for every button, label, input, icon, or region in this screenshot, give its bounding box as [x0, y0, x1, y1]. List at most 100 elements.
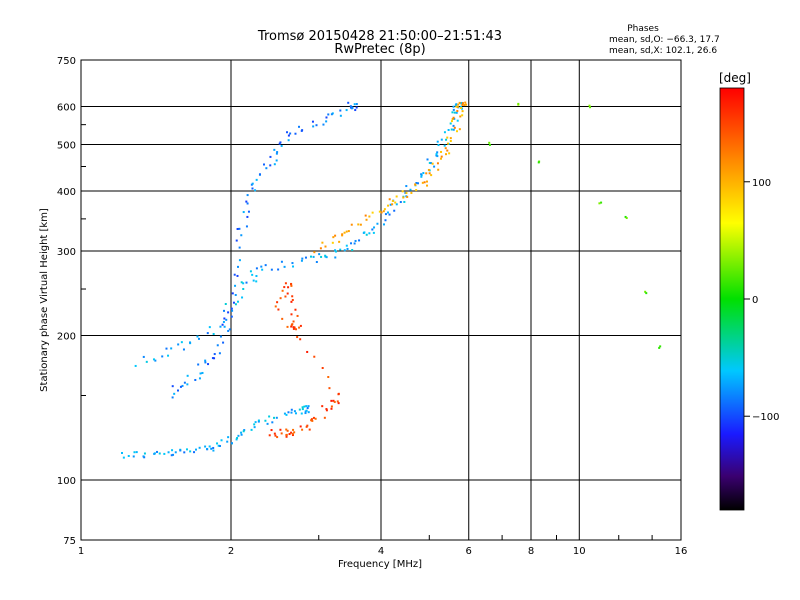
echo-point [420, 175, 423, 178]
echo-point [121, 451, 124, 454]
echo-point [460, 105, 463, 108]
echo-point [365, 233, 368, 236]
x-tick-label: 1 [78, 546, 84, 557]
echo-point [589, 106, 592, 109]
echo-point [588, 104, 591, 107]
echo-point [284, 282, 287, 285]
echo-point [179, 449, 182, 452]
echo-point [310, 255, 313, 258]
x-tick-label: 2 [228, 546, 234, 557]
echo-point [328, 387, 331, 390]
echo-point [211, 357, 214, 360]
echo-point [182, 348, 185, 351]
echo-point [201, 371, 204, 374]
echo-point [447, 142, 450, 145]
echo-point [142, 355, 145, 358]
echo-point [165, 347, 168, 350]
echo-point [600, 201, 603, 204]
echo-point [217, 444, 220, 447]
echo-point [255, 275, 258, 278]
echo-point [307, 405, 310, 408]
echo-point [288, 433, 291, 436]
echo-point [198, 377, 201, 380]
echo-point [275, 152, 278, 155]
echo-point [231, 309, 234, 312]
echo-point [298, 408, 301, 411]
echo-point [277, 308, 280, 311]
echo-point [291, 298, 294, 301]
colorbar-tick-label: −100 [752, 412, 779, 423]
echo-point [254, 189, 257, 192]
echo-point [447, 129, 450, 132]
echo-point [290, 431, 293, 434]
echo-point [290, 313, 293, 316]
echo-point [134, 364, 137, 367]
echo-point [455, 105, 458, 108]
echo-point [368, 215, 371, 218]
echo-point [240, 281, 243, 284]
echo-point [430, 162, 433, 165]
echo-point [242, 211, 245, 214]
echo-point [341, 233, 344, 236]
echo-point [290, 411, 293, 414]
echo-point [212, 332, 215, 335]
echo-point [455, 111, 458, 114]
y-tick-label: 75 [63, 536, 76, 547]
echo-point [170, 347, 173, 350]
echo-point [386, 211, 389, 214]
echo-point [177, 343, 180, 346]
echo-point [371, 228, 374, 231]
echo-point [301, 408, 304, 411]
echo-point [179, 385, 182, 388]
echo-point [315, 124, 318, 127]
echo-point [446, 136, 449, 139]
echo-point [422, 172, 425, 175]
echo-point [189, 450, 192, 453]
echo-point [303, 405, 306, 408]
echo-point [294, 308, 297, 311]
echo-point [598, 202, 601, 205]
echo-point [246, 194, 249, 197]
colorbar-ticks: 100 0 −100 [744, 178, 779, 423]
echo-point [301, 129, 304, 132]
echo-point [452, 128, 455, 131]
echo-point [273, 148, 276, 151]
echo-point [389, 203, 392, 206]
echo-point [446, 149, 449, 152]
echo-point [274, 434, 277, 437]
echo-point [428, 172, 431, 175]
echo-point [251, 187, 254, 190]
echo-point [218, 444, 221, 447]
echo-point [181, 384, 184, 387]
echo-point [350, 242, 353, 245]
echo-point [225, 318, 228, 321]
echo-point [355, 106, 358, 109]
echo-point [264, 419, 267, 422]
echo-point [286, 325, 289, 328]
echo-point [391, 203, 394, 206]
echo-point [406, 195, 409, 198]
echo-point [194, 378, 197, 381]
echo-point [290, 408, 293, 411]
echo-point [280, 432, 283, 435]
echo-point [174, 451, 177, 454]
echo-point [305, 405, 308, 408]
echo-point [247, 210, 250, 213]
echo-point [451, 118, 454, 121]
echo-point [304, 256, 307, 259]
echo-point [173, 392, 176, 395]
echo-point [313, 355, 316, 358]
echo-point [292, 428, 295, 431]
x-tick-label: 16 [675, 546, 688, 557]
echo-point [249, 270, 252, 273]
echo-point [451, 111, 454, 114]
echo-point [444, 147, 447, 150]
echo-point [281, 289, 284, 292]
echo-point [171, 449, 174, 452]
echo-point [132, 455, 135, 458]
echo-point [354, 109, 357, 112]
echo-point [439, 157, 442, 160]
echo-point [314, 417, 317, 420]
echo-point [353, 103, 356, 106]
echo-point [311, 419, 314, 422]
